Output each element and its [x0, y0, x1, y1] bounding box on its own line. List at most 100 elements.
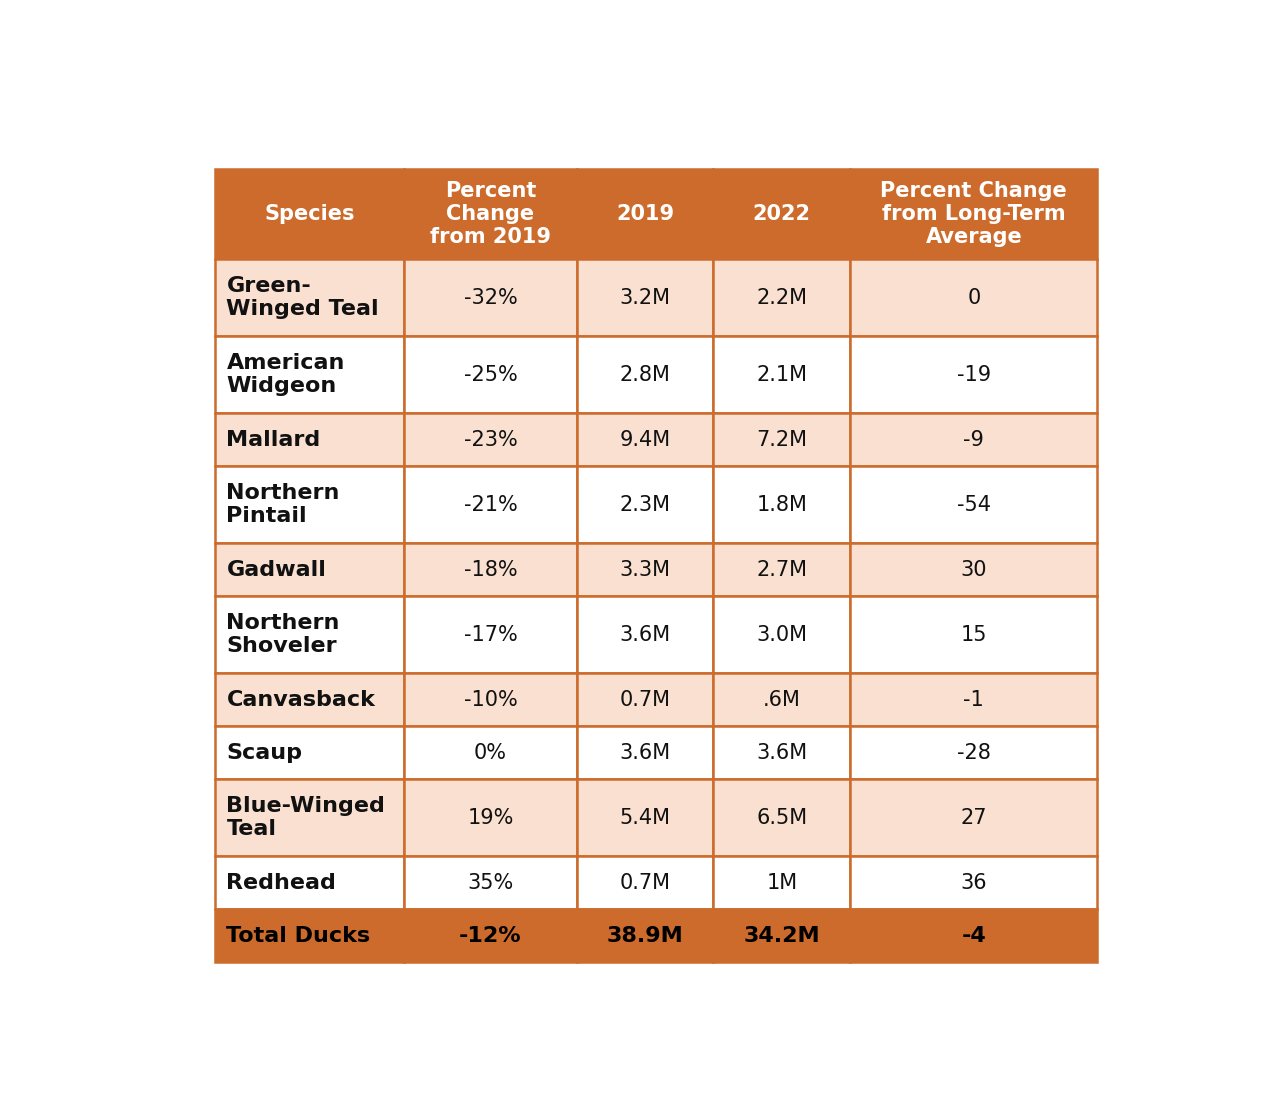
Bar — [713, 543, 850, 596]
Bar — [215, 336, 404, 413]
Text: 38.9M: 38.9M — [607, 926, 684, 945]
Bar — [850, 259, 1097, 336]
Text: Northern
Pintail: Northern Pintail — [227, 483, 339, 526]
Text: Species: Species — [264, 204, 355, 224]
Bar — [576, 780, 713, 856]
Text: Green-
Winged Teal: Green- Winged Teal — [227, 276, 379, 319]
Text: 15: 15 — [960, 625, 987, 645]
Text: Canvasback: Canvasback — [227, 690, 375, 710]
Text: Blue-Winged
Teal: Blue-Winged Teal — [227, 796, 385, 839]
Bar — [404, 413, 576, 466]
Bar — [576, 856, 713, 909]
Bar — [850, 856, 1097, 909]
Text: 36: 36 — [960, 872, 987, 893]
Text: 34.2M: 34.2M — [744, 926, 820, 945]
Bar — [215, 543, 404, 596]
Text: -1: -1 — [964, 690, 984, 710]
Bar — [713, 259, 850, 336]
Text: 27: 27 — [960, 808, 987, 828]
Bar — [850, 780, 1097, 856]
Text: 7.2M: 7.2M — [756, 430, 808, 449]
Bar — [576, 673, 713, 726]
Text: -28: -28 — [957, 743, 991, 763]
Bar — [215, 169, 404, 259]
Text: -9: -9 — [964, 430, 984, 449]
Text: 2022: 2022 — [753, 204, 810, 224]
Bar — [215, 909, 404, 962]
Text: Percent
Change
from 2019: Percent Change from 2019 — [430, 180, 550, 248]
Bar — [713, 726, 850, 780]
Bar — [404, 259, 576, 336]
Bar — [576, 909, 713, 962]
Bar — [850, 169, 1097, 259]
Bar — [576, 466, 713, 543]
Text: 3.6M: 3.6M — [756, 743, 808, 763]
Bar — [576, 413, 713, 466]
Text: -25%: -25% — [463, 364, 517, 384]
Text: 2.2M: 2.2M — [756, 288, 808, 308]
Bar — [404, 909, 576, 962]
Bar — [576, 336, 713, 413]
Bar — [713, 413, 850, 466]
Bar — [215, 673, 404, 726]
Text: 35%: 35% — [467, 872, 513, 893]
Text: American
Widgeon: American Widgeon — [227, 353, 344, 396]
Bar — [850, 336, 1097, 413]
Text: 3.0M: 3.0M — [756, 625, 808, 645]
Text: -19: -19 — [956, 364, 991, 384]
Text: 30: 30 — [960, 560, 987, 579]
Text: -32%: -32% — [463, 288, 517, 308]
Text: 1.8M: 1.8M — [756, 495, 808, 514]
Text: .6M: .6M — [763, 690, 801, 710]
Bar — [850, 543, 1097, 596]
Text: -17%: -17% — [463, 625, 517, 645]
Text: 9.4M: 9.4M — [620, 430, 671, 449]
Text: -54: -54 — [957, 495, 991, 514]
Text: -21%: -21% — [463, 495, 517, 514]
Bar — [404, 856, 576, 909]
Text: 2019: 2019 — [616, 204, 675, 224]
Bar — [850, 726, 1097, 780]
Text: Mallard: Mallard — [227, 430, 321, 449]
Bar — [215, 780, 404, 856]
Text: 19%: 19% — [467, 808, 513, 828]
Bar — [215, 856, 404, 909]
Text: 2.8M: 2.8M — [620, 364, 671, 384]
Text: 3.2M: 3.2M — [620, 288, 671, 308]
Bar — [850, 673, 1097, 726]
Text: 0%: 0% — [474, 743, 507, 763]
Bar — [404, 543, 576, 596]
Bar — [215, 259, 404, 336]
Bar — [404, 726, 576, 780]
Bar — [713, 596, 850, 673]
Bar — [850, 466, 1097, 543]
Bar — [215, 726, 404, 780]
Bar — [404, 466, 576, 543]
Text: 3.6M: 3.6M — [620, 625, 671, 645]
Text: -10%: -10% — [463, 690, 517, 710]
Text: Percent Change
from Long-Term
Average: Percent Change from Long-Term Average — [881, 180, 1068, 248]
Bar — [713, 336, 850, 413]
Bar — [850, 413, 1097, 466]
Bar — [713, 856, 850, 909]
Text: Scaup: Scaup — [227, 743, 302, 763]
Bar — [576, 596, 713, 673]
Text: Gadwall: Gadwall — [227, 560, 326, 579]
Text: -12%: -12% — [460, 926, 522, 945]
Bar — [713, 169, 850, 259]
Text: 0.7M: 0.7M — [620, 872, 671, 893]
Text: Redhead: Redhead — [227, 872, 337, 893]
Bar — [215, 596, 404, 673]
Text: 2.3M: 2.3M — [620, 495, 671, 514]
Bar — [713, 780, 850, 856]
Bar — [404, 336, 576, 413]
Bar — [850, 596, 1097, 673]
Bar — [576, 169, 713, 259]
Text: 2.1M: 2.1M — [756, 364, 808, 384]
Bar — [215, 466, 404, 543]
Text: 3.6M: 3.6M — [620, 743, 671, 763]
Bar — [576, 543, 713, 596]
Text: Total Ducks: Total Ducks — [227, 926, 371, 945]
Text: 1M: 1M — [767, 872, 797, 893]
Text: 6.5M: 6.5M — [756, 808, 808, 828]
